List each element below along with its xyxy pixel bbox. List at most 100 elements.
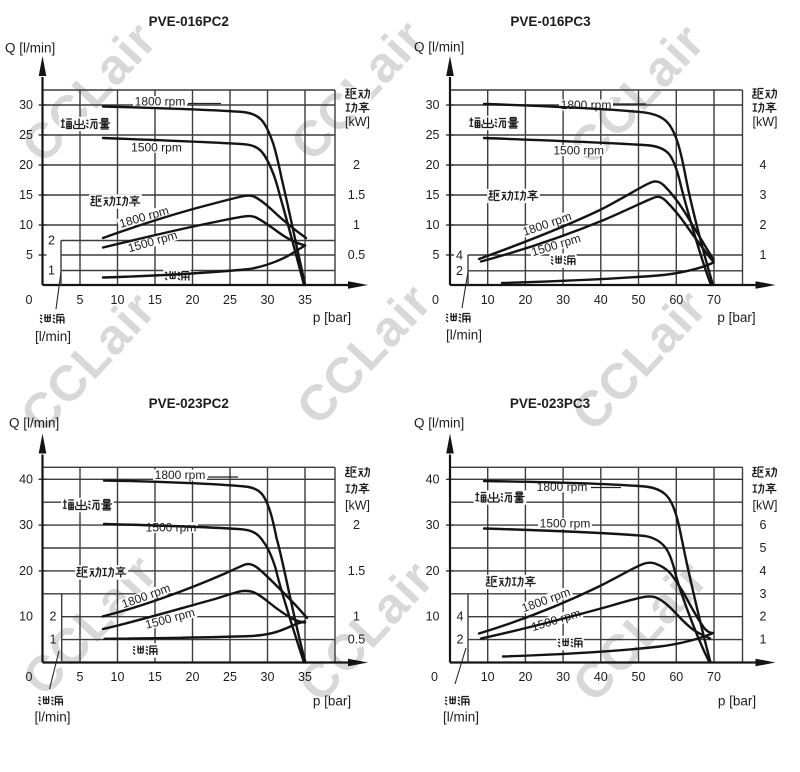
svg-text:20: 20 xyxy=(518,293,532,307)
svg-text:6: 6 xyxy=(760,518,767,532)
svg-text:[l/min]: [l/min] xyxy=(446,328,482,343)
svg-text:25: 25 xyxy=(223,670,237,684)
svg-text:1500 rpm: 1500 rpm xyxy=(146,521,197,535)
svg-text:20: 20 xyxy=(186,670,200,684)
svg-text:1500 rpm: 1500 rpm xyxy=(540,517,591,531)
svg-text:10: 10 xyxy=(111,293,125,307)
svg-text:2: 2 xyxy=(456,264,463,278)
svg-text:0.5: 0.5 xyxy=(348,248,365,262)
svg-text:30: 30 xyxy=(261,293,275,307)
svg-text:[kW]: [kW] xyxy=(345,499,370,513)
svg-text:70: 70 xyxy=(707,670,721,684)
svg-text:p [bar]: p [bar] xyxy=(313,310,351,325)
svg-text:60: 60 xyxy=(669,293,683,307)
svg-text:0.5: 0.5 xyxy=(348,633,365,647)
svg-text:[kW]: [kW] xyxy=(753,115,778,129)
svg-text:2: 2 xyxy=(353,158,360,172)
svg-text:30: 30 xyxy=(426,98,440,112)
svg-text:1500 rpm: 1500 rpm xyxy=(131,140,182,154)
svg-text:15: 15 xyxy=(148,670,162,684)
svg-text:35: 35 xyxy=(298,293,312,307)
svg-text:1500 rpm: 1500 rpm xyxy=(553,144,604,158)
svg-text:10: 10 xyxy=(426,218,440,232)
svg-text:30: 30 xyxy=(426,518,440,532)
svg-text:10: 10 xyxy=(481,670,495,684)
svg-text:10: 10 xyxy=(111,670,125,684)
svg-text:1: 1 xyxy=(353,218,360,232)
svg-text:20: 20 xyxy=(426,564,440,578)
svg-text:p [bar]: p [bar] xyxy=(717,310,755,325)
svg-text:30: 30 xyxy=(556,293,570,307)
svg-text:25: 25 xyxy=(223,293,237,307)
svg-text:15: 15 xyxy=(148,293,162,307)
svg-text:35: 35 xyxy=(298,670,312,684)
svg-text:2: 2 xyxy=(50,610,57,624)
svg-text:[l/min]: [l/min] xyxy=(35,710,71,725)
svg-text:40: 40 xyxy=(594,670,608,684)
svg-text:2: 2 xyxy=(760,218,767,232)
svg-text:30: 30 xyxy=(261,670,275,684)
svg-text:25: 25 xyxy=(19,128,33,142)
svg-text:40: 40 xyxy=(426,472,440,486)
svg-text:2: 2 xyxy=(457,633,464,647)
svg-text:[kW]: [kW] xyxy=(345,115,370,129)
svg-text:Q [l/min]: Q [l/min] xyxy=(9,416,59,431)
svg-text:5: 5 xyxy=(26,248,33,262)
svg-text:1: 1 xyxy=(50,633,57,647)
svg-text:PVE-016PC3: PVE-016PC3 xyxy=(510,14,591,29)
svg-text:1800 rpm: 1800 rpm xyxy=(135,95,186,109)
svg-text:4: 4 xyxy=(760,564,767,578)
svg-text:p [bar]: p [bar] xyxy=(718,694,756,709)
svg-text:50: 50 xyxy=(632,670,646,684)
svg-text:10: 10 xyxy=(19,218,33,232)
svg-text:5: 5 xyxy=(760,541,767,555)
svg-text:0: 0 xyxy=(432,293,439,307)
svg-text:3: 3 xyxy=(760,587,767,601)
svg-text:1: 1 xyxy=(760,633,767,647)
svg-text:PVE-023PC3: PVE-023PC3 xyxy=(510,396,591,411)
svg-text:Q [l/min]: Q [l/min] xyxy=(414,40,464,55)
svg-text:2: 2 xyxy=(353,518,360,532)
svg-text:p [bar]: p [bar] xyxy=(313,694,351,709)
svg-text:20: 20 xyxy=(518,670,532,684)
svg-text:4: 4 xyxy=(457,610,464,624)
svg-text:[l/min]: [l/min] xyxy=(443,710,479,725)
svg-text:50: 50 xyxy=(632,293,646,307)
svg-text:1.5: 1.5 xyxy=(348,188,365,202)
svg-text:[kW]: [kW] xyxy=(753,499,778,513)
svg-text:20: 20 xyxy=(186,293,200,307)
svg-text:0: 0 xyxy=(26,670,33,684)
svg-text:Q [l/min]: Q [l/min] xyxy=(5,41,55,56)
svg-text:15: 15 xyxy=(19,188,33,202)
svg-text:1.5: 1.5 xyxy=(348,564,365,578)
svg-text:1: 1 xyxy=(353,610,360,624)
svg-text:PVE-016PC2: PVE-016PC2 xyxy=(149,14,229,29)
svg-text:PVE-023PC2: PVE-023PC2 xyxy=(149,396,229,411)
svg-text:2: 2 xyxy=(760,610,767,624)
svg-text:20: 20 xyxy=(426,158,440,172)
svg-text:5: 5 xyxy=(77,670,84,684)
svg-text:20: 20 xyxy=(19,564,33,578)
svg-text:5: 5 xyxy=(433,248,440,262)
svg-text:0: 0 xyxy=(431,670,438,684)
svg-text:70: 70 xyxy=(707,293,721,307)
svg-text:10: 10 xyxy=(426,610,440,624)
svg-text:1: 1 xyxy=(760,248,767,262)
svg-text:2: 2 xyxy=(48,234,55,248)
svg-text:3: 3 xyxy=(760,188,767,202)
svg-text:30: 30 xyxy=(556,670,570,684)
svg-text:25: 25 xyxy=(426,128,440,142)
svg-text:4: 4 xyxy=(760,158,767,172)
svg-text:5: 5 xyxy=(77,293,84,307)
svg-text:4: 4 xyxy=(456,249,463,263)
svg-text:1: 1 xyxy=(48,264,55,278)
svg-text:20: 20 xyxy=(19,158,33,172)
svg-text:15: 15 xyxy=(426,188,440,202)
svg-text:30: 30 xyxy=(19,98,33,112)
svg-text:0: 0 xyxy=(26,293,33,307)
svg-text:1800 rpm: 1800 rpm xyxy=(155,468,206,482)
svg-text:60: 60 xyxy=(669,670,683,684)
svg-text:Q [l/min]: Q [l/min] xyxy=(414,416,464,431)
svg-text:40: 40 xyxy=(19,472,33,486)
svg-text:40: 40 xyxy=(594,293,608,307)
